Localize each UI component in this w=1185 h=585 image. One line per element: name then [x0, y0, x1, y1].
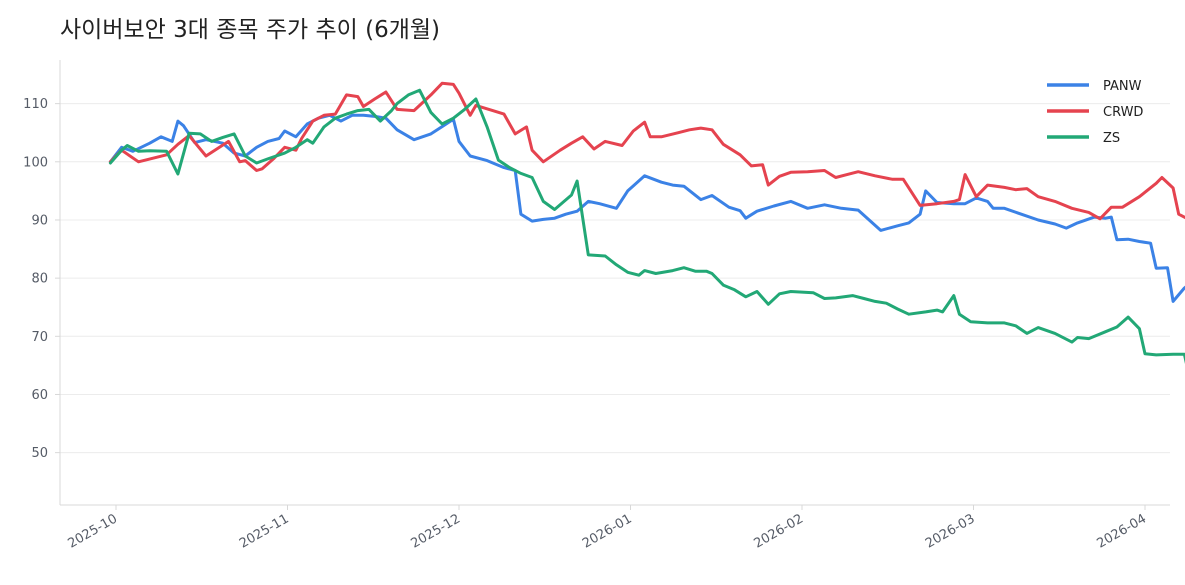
- legend-label-crwd: CRWD: [1103, 105, 1143, 120]
- y-tick-label: 110: [23, 97, 48, 112]
- x-tick-label: 2026-02: [751, 511, 806, 551]
- legend-label-zs: ZS: [1103, 131, 1120, 146]
- axes: [59, 60, 1170, 510]
- x-tick-label: 2025-12: [408, 511, 463, 551]
- series-lines: [108, 81, 1185, 365]
- y-tick-label: 100: [23, 155, 48, 170]
- y-tick-label: 80: [31, 272, 48, 287]
- series-line-crwd: [108, 81, 1185, 221]
- x-tick-label: 2026-03: [923, 511, 978, 551]
- legend-label-panw: PANW: [1103, 79, 1142, 94]
- y-tick-label: 90: [31, 213, 48, 228]
- y-tick-label: 60: [31, 388, 48, 403]
- series-line-zs: [108, 88, 1185, 365]
- series-line-panw: [108, 113, 1185, 303]
- x-tick-labels: 2025-10 2025-11 2025-12 2026-01 2026-02 2026-…: [65, 511, 1149, 551]
- chart-title: 사이버보안 3대 종목 주가 추이 (6개월): [60, 17, 441, 43]
- y-tick-labels: 50 60 70 80 90 100 110: [23, 97, 48, 461]
- x-tick-label: 2025-10: [65, 511, 120, 551]
- x-tick-label: 2026-04: [1094, 511, 1149, 551]
- legend: PANW CRWD ZS: [1047, 79, 1143, 146]
- y-tick-label: 70: [31, 330, 48, 345]
- gridlines: [55, 103, 1170, 454]
- x-tick-label: 2025-11: [237, 511, 292, 551]
- x-tick-label: 2026-01: [580, 511, 635, 551]
- y-tick-label: 50: [31, 446, 48, 461]
